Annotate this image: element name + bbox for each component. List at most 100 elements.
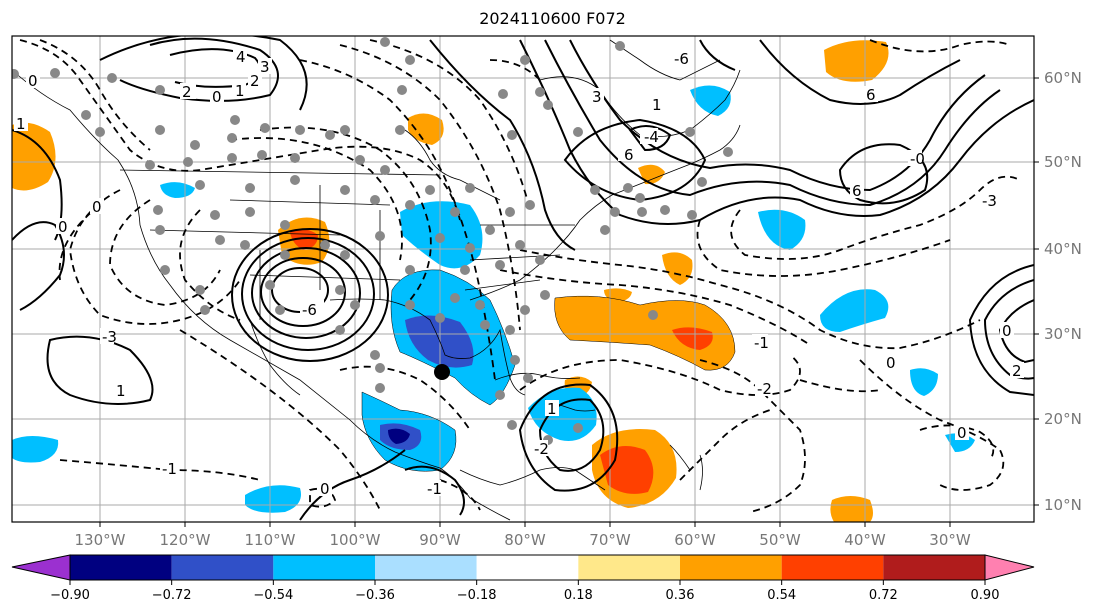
colorbar-bin <box>375 555 477 580</box>
contour-line <box>39 39 151 151</box>
colorbar-tick-label: 0.18 <box>564 588 593 603</box>
contour-label: -1 <box>427 480 442 498</box>
map-title: 2024110600 F072 <box>479 9 626 28</box>
shaded-anomalies <box>12 40 975 522</box>
contour-line <box>12 221 65 311</box>
contour-line <box>429 39 576 251</box>
contour-line <box>869 39 1011 53</box>
contour-labels: 4 2 3 0 2 1 0 1 0 0 -6 -3 1 -1 -1 0 -2 6… <box>14 48 1024 498</box>
contour-label: -2 <box>534 440 549 458</box>
lat-label: 40°N <box>1044 240 1082 258</box>
contour-line <box>369 39 531 211</box>
contour-line <box>179 209 241 321</box>
colorbar-border <box>69 554 986 581</box>
contour-line <box>519 249 981 350</box>
contour-label: -2 <box>757 380 772 398</box>
contour-line <box>58 204 101 281</box>
colorbar-tick-label: 0.72 <box>869 588 898 603</box>
contour-line <box>759 39 961 105</box>
contour-line <box>229 137 403 261</box>
contour-label: 1 <box>652 96 662 114</box>
contour-label: 6 <box>624 146 634 164</box>
colorbar: −0.90 −0.72 −0.54 −0.36 −0.18 0.18 0.36 0.54 0.7… <box>11 554 1035 603</box>
lat-label: 20°N <box>1044 410 1082 428</box>
map-frame <box>11 35 1035 523</box>
contour-line <box>404 465 465 516</box>
lat-label: 30°N <box>1044 325 1082 343</box>
contour-label: 0 <box>886 354 896 372</box>
shade-negative <box>690 85 731 116</box>
colorbar-tick-label: −0.36 <box>355 588 395 603</box>
contour-line <box>19 39 461 221</box>
colorbar-tick-label: −0.90 <box>50 588 90 603</box>
lon-label: 120°W <box>160 531 211 549</box>
lon-label: 130°W <box>75 531 126 549</box>
contour-line <box>241 237 375 351</box>
shade-positive <box>672 327 713 350</box>
contour-label: 0 <box>1002 322 1012 340</box>
contour-label: 0 <box>58 218 68 236</box>
shade-negative <box>820 289 889 332</box>
contour-line <box>299 449 406 521</box>
contour-line <box>518 383 619 492</box>
lat-label: 10°N <box>1044 496 1082 514</box>
shade-positive <box>662 252 693 285</box>
contour-line <box>699 39 736 71</box>
longitude-labels: 130°W 120°W 110°W 100°W 90°W 80°W 70°W 6… <box>75 522 971 549</box>
contour-line <box>983 279 1034 380</box>
shade-positive <box>554 296 735 371</box>
shade-negative <box>758 209 806 250</box>
colorbar-over-extend <box>984 554 1035 581</box>
contour-label: 0 <box>957 424 967 442</box>
contour-line <box>519 354 801 396</box>
coastlines <box>12 39 741 521</box>
shade-outlines <box>361 269 736 472</box>
contour-label: 6 <box>866 86 876 104</box>
contour-label: 1 <box>547 400 557 418</box>
colorbar-tick-label: 0.36 <box>666 588 695 603</box>
contour-line <box>99 36 308 111</box>
contour-label: 1 <box>116 382 126 400</box>
contour-line <box>179 329 381 511</box>
colorbar-tick-label: −0.72 <box>152 588 192 603</box>
lon-label: 110°W <box>245 531 296 549</box>
contour-line <box>251 247 361 339</box>
contour-label: -6 <box>674 50 689 68</box>
lon-label: 30°W <box>929 531 971 549</box>
station-markers <box>12 37 733 445</box>
dashed-contours <box>19 39 1021 513</box>
gridlines <box>12 36 1034 522</box>
contour-line <box>968 264 1034 396</box>
colorbar-bin <box>883 555 985 580</box>
contour-line <box>563 118 707 202</box>
contour-line <box>628 125 672 152</box>
contour-line <box>231 228 389 362</box>
contour-label: -0 <box>910 150 925 168</box>
contour-label: 0 <box>28 72 38 90</box>
contour-label: -3 <box>102 328 117 346</box>
contour-line <box>538 398 605 472</box>
shade-negative <box>160 182 195 198</box>
contour-label: -3 <box>982 192 997 210</box>
contour-line <box>489 59 541 81</box>
contour-label: 1 <box>235 82 245 100</box>
lon-label: 70°W <box>589 531 631 549</box>
contour-label: -4 <box>644 128 659 146</box>
contour-label: 2 <box>182 83 192 101</box>
contour-label: 3 <box>260 58 270 76</box>
contour-line <box>309 487 337 508</box>
contour-label: 6 <box>852 182 862 200</box>
colorbar-bin <box>781 555 884 580</box>
colorbar-bin <box>578 555 680 580</box>
lon-label: 50°W <box>759 531 801 549</box>
contour-label: 3 <box>592 88 602 106</box>
lon-label: 40°W <box>844 531 886 549</box>
latitude-labels: 60°N 50°N 40°N 30°N 20°N 10°N <box>1034 69 1082 514</box>
lon-label: 90°W <box>419 531 461 549</box>
colorbar-bin <box>476 555 579 580</box>
contour-line <box>69 189 241 325</box>
contour-label: 0 <box>212 88 222 106</box>
shade-negative <box>388 428 410 444</box>
lat-label: 50°N <box>1044 153 1082 171</box>
